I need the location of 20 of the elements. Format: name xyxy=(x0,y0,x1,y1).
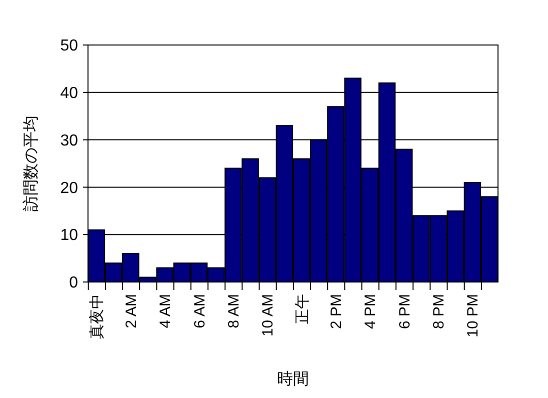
y-tick-label: 10 xyxy=(60,227,78,244)
y-tick-label: 20 xyxy=(60,180,78,197)
x-tick-label: 6 PM xyxy=(396,294,414,330)
y-axis-title: 訪問数の平均 xyxy=(22,116,40,212)
x-tick-label: 2 PM xyxy=(328,294,345,330)
x-tick-label: 6 AM xyxy=(191,294,208,328)
x-tick-label: 8 AM xyxy=(225,294,242,328)
y-tick-label: 40 xyxy=(60,85,78,102)
x-tick-label: 10 AM xyxy=(260,294,277,337)
x-tick-label: 4 PM xyxy=(362,294,380,330)
x-axis-title: 時間 xyxy=(277,370,309,388)
x-tick-label: 真夜中 xyxy=(88,294,106,339)
y-tick-label: 50 xyxy=(60,38,78,55)
y-tick-label: 0 xyxy=(69,274,78,292)
x-tick-label: 2 AM xyxy=(122,294,140,328)
x-tick-label: 10 PM xyxy=(464,294,482,338)
y-tick-label: 30 xyxy=(60,132,78,150)
x-tick-label: 正午 xyxy=(294,294,311,324)
x-tick-label: 4 AM xyxy=(157,294,174,328)
x-tick-label: 8 PM xyxy=(430,294,448,330)
